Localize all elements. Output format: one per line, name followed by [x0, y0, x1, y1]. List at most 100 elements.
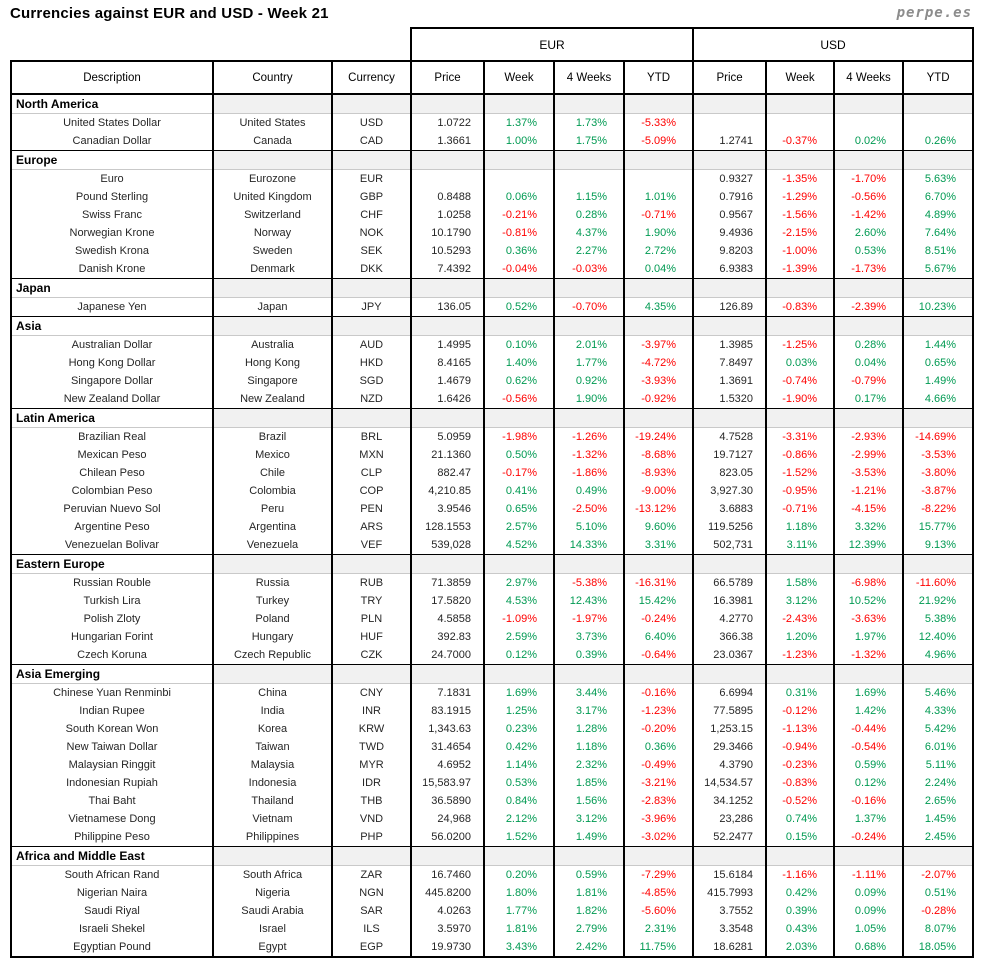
pct-cell: -0.54%	[833, 738, 905, 756]
eur-price-cell: 392.83	[410, 628, 486, 646]
eur-price-cell: 16.7460	[410, 865, 486, 884]
pct-cell: 5.11%	[902, 756, 975, 774]
description-cell: Canadian Dollar	[10, 132, 214, 151]
usd-price-cell: 3.3548	[692, 920, 768, 938]
currency-code-cell: NGN	[330, 884, 413, 902]
section-row: Asia Emerging	[10, 664, 975, 684]
pct-cell: 0.36%	[483, 242, 556, 260]
pct-cell: -0.70%	[553, 297, 626, 317]
currency-row: Colombian Peso Colombia COP 4,210.85 0.41% 0.…	[10, 482, 975, 500]
pct-cell: -0.81%	[483, 224, 556, 242]
currency-row: Saudi Riyal Saudi Arabia SAR 4.0263 1.77% 1.8…	[10, 902, 975, 920]
currency-row: Japanese Yen Japan JPY 136.05 0.52% -0.70% 4.3…	[10, 297, 975, 317]
column-header-usd-4weeks: 4 Weeks	[833, 60, 905, 95]
column-header-eur-price: Price	[410, 60, 486, 95]
pct-cell: 4.53%	[483, 592, 556, 610]
pct-cell: -1.09%	[483, 610, 556, 628]
pct-cell: 4.96%	[902, 646, 975, 665]
section-row: Eastern Europe	[10, 554, 975, 574]
section-name: Africa and Middle East	[10, 846, 214, 866]
pct-cell: -5.33%	[623, 113, 695, 132]
pct-cell: -1.52%	[765, 464, 836, 482]
section-empty-cell	[553, 554, 626, 574]
pct-cell: 3.17%	[553, 702, 626, 720]
description-cell: Egyptian Pound	[10, 938, 214, 958]
table-head: EUR USD Description Country Currency Price Wee…	[10, 27, 975, 95]
usd-price-cell: 415.7993	[692, 884, 768, 902]
pct-cell: -0.71%	[623, 206, 695, 224]
currency-code-cell: TRY	[330, 592, 413, 610]
usd-price-cell: 18.6281	[692, 938, 768, 958]
brand-link[interactable]: perpe.es	[896, 5, 972, 21]
section-name: Asia Emerging	[10, 664, 214, 684]
pct-cell: -0.83%	[765, 297, 836, 317]
description-cell: Pound Sterling	[10, 188, 214, 206]
pct-cell: 1.52%	[483, 828, 556, 847]
section-empty-cell	[833, 664, 905, 684]
pct-cell: 1.49%	[553, 828, 626, 847]
pct-cell: 0.50%	[483, 446, 556, 464]
description-cell: Malaysian Ringgit	[10, 756, 214, 774]
pct-cell: -3.93%	[623, 372, 695, 390]
currency-row: Turkish Lira Turkey TRY 17.5820 4.53% 12.43% 1…	[10, 592, 975, 610]
section-name: North America	[10, 93, 214, 114]
description-cell: Argentine Peso	[10, 518, 214, 536]
section-name: Japan	[10, 278, 214, 298]
description-cell: Singapore Dollar	[10, 372, 214, 390]
usd-price-cell: 502,731	[692, 536, 768, 555]
pct-cell: 3.12%	[553, 810, 626, 828]
description-cell: New Taiwan Dollar	[10, 738, 214, 756]
section-empty-cell	[623, 316, 695, 336]
pct-cell: -0.74%	[765, 372, 836, 390]
currency-code-cell: CNY	[330, 683, 413, 702]
pct-cell: 1.18%	[553, 738, 626, 756]
currency-row: New Zealand Dollar New Zealand NZD 1.6426 -0…	[10, 390, 975, 409]
eur-price-cell: 17.5820	[410, 592, 486, 610]
currency-code-cell: NOK	[330, 224, 413, 242]
pct-cell: 2.03%	[765, 938, 836, 958]
currency-code-cell: INR	[330, 702, 413, 720]
pct-cell: 1.85%	[553, 774, 626, 792]
pct-cell: -2.93%	[833, 427, 905, 446]
pct-cell: -0.04%	[483, 260, 556, 279]
pct-cell: 1.37%	[483, 113, 556, 132]
pct-cell: -1.13%	[765, 720, 836, 738]
eur-price-cell: 7.4392	[410, 260, 486, 279]
section-empty-cell	[330, 278, 413, 298]
currency-row: Australian Dollar Australia AUD 1.4995 0.10%…	[10, 335, 975, 354]
description-cell: Chinese Yuan Renminbi	[10, 683, 214, 702]
pct-cell: 0.39%	[553, 646, 626, 665]
eur-price-cell: 7.1831	[410, 683, 486, 702]
pct-cell: 12.43%	[553, 592, 626, 610]
section-empty-cell	[765, 316, 836, 336]
usd-price-cell: 77.5895	[692, 702, 768, 720]
eur-price-cell: 1.6426	[410, 390, 486, 409]
pct-cell: 2.32%	[553, 756, 626, 774]
section-empty-cell	[410, 664, 486, 684]
pct-cell: 12.39%	[833, 536, 905, 555]
pct-cell: 2.65%	[902, 792, 975, 810]
pct-cell: -0.56%	[483, 390, 556, 409]
pct-cell: 0.31%	[765, 683, 836, 702]
section-row: Africa and Middle East	[10, 846, 975, 866]
eur-price-cell: 83.1915	[410, 702, 486, 720]
pct-cell: -3.21%	[623, 774, 695, 792]
usd-price-cell: 34.1252	[692, 792, 768, 810]
column-header-currency: Currency	[330, 60, 413, 95]
section-empty-cell	[483, 846, 556, 866]
eur-price-cell: 8.4165	[410, 354, 486, 372]
description-cell: Australian Dollar	[10, 335, 214, 354]
usd-price-cell: 0.9327	[692, 169, 768, 188]
pct-cell: 0.20%	[483, 865, 556, 884]
section-empty-cell	[483, 408, 556, 428]
usd-price-cell: 3.7552	[692, 902, 768, 920]
eur-price-cell: 1,343.63	[410, 720, 486, 738]
section-empty-cell	[765, 554, 836, 574]
pct-cell: -0.56%	[833, 188, 905, 206]
eur-price-cell: 15,583.97	[410, 774, 486, 792]
pct-cell: 1.25%	[483, 702, 556, 720]
currency-row: Euro Eurozone EUR 0.9327 -1.35% -1.70% 5.63%	[10, 169, 975, 188]
pct-cell: 5.63%	[902, 169, 975, 188]
currency-code-cell: ZAR	[330, 865, 413, 884]
description-cell: Norwegian Krone	[10, 224, 214, 242]
